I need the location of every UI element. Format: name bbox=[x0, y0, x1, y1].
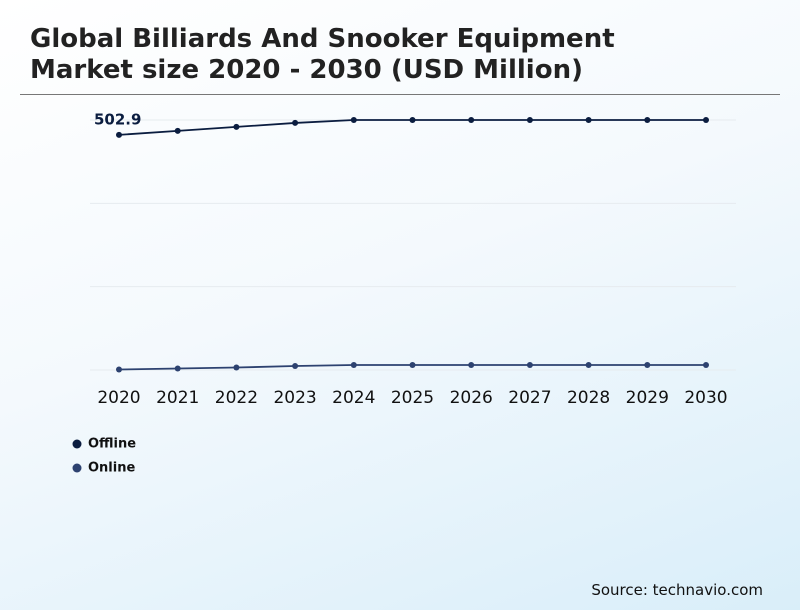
x-tick-label: 2030 bbox=[684, 388, 727, 408]
source: Source: technavio.com bbox=[591, 581, 763, 599]
legend-marker bbox=[72, 463, 82, 473]
data-point bbox=[174, 365, 181, 372]
x-tick-label: 2025 bbox=[391, 388, 434, 408]
x-tick-label: 2027 bbox=[508, 388, 551, 408]
legend-label: Online bbox=[88, 461, 135, 476]
data-point bbox=[526, 117, 533, 123]
x-tick-label: 2026 bbox=[450, 388, 493, 408]
data-point bbox=[703, 117, 709, 123]
data-point bbox=[292, 119, 299, 126]
x-tick-label: 2024 bbox=[332, 388, 375, 408]
title-rule bbox=[20, 94, 780, 95]
data-point bbox=[703, 362, 709, 369]
annotation: 502.9 bbox=[94, 111, 141, 129]
legend-marker bbox=[72, 439, 82, 449]
x-tick-label: 2021 bbox=[156, 388, 199, 408]
data-point bbox=[585, 117, 592, 123]
data-point bbox=[116, 131, 122, 138]
data-point bbox=[292, 363, 299, 370]
data-point bbox=[233, 364, 240, 371]
data-point bbox=[409, 362, 416, 369]
x-tick-label: 2028 bbox=[567, 388, 610, 408]
x-tick-label: 2020 bbox=[97, 388, 140, 408]
data-point bbox=[409, 117, 416, 123]
data-point bbox=[116, 366, 122, 373]
legend-label: Offline bbox=[88, 437, 136, 452]
x-tick-label: 2023 bbox=[273, 388, 316, 408]
data-point bbox=[468, 117, 475, 123]
data-point bbox=[350, 362, 357, 369]
data-point bbox=[350, 117, 357, 123]
data-point bbox=[644, 117, 651, 123]
x-tick-label: 2029 bbox=[626, 388, 669, 408]
chart-title: Global Billiards And Snooker Equipment M… bbox=[30, 24, 615, 85]
data-point bbox=[644, 362, 651, 369]
data-point bbox=[526, 362, 533, 369]
data-point bbox=[233, 123, 240, 130]
data-point bbox=[585, 362, 592, 369]
data-point bbox=[468, 362, 475, 369]
x-tick-label: 2022 bbox=[215, 388, 258, 408]
data-point bbox=[174, 127, 181, 134]
